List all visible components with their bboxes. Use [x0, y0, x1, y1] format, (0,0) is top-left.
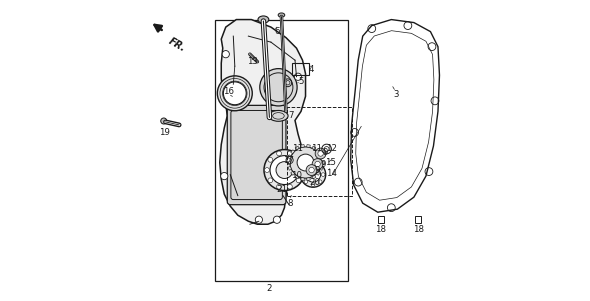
Circle shape	[224, 82, 246, 105]
Polygon shape	[295, 146, 299, 150]
Circle shape	[217, 76, 253, 111]
Circle shape	[312, 159, 323, 169]
Text: 12: 12	[326, 144, 337, 153]
Circle shape	[276, 162, 293, 178]
Circle shape	[160, 118, 167, 124]
Circle shape	[322, 173, 325, 176]
Bar	[292, 63, 309, 75]
Polygon shape	[307, 178, 310, 181]
Text: 17: 17	[283, 156, 294, 165]
Bar	[378, 216, 384, 223]
Circle shape	[309, 167, 314, 173]
Circle shape	[306, 165, 317, 175]
Circle shape	[273, 216, 281, 223]
Polygon shape	[288, 155, 291, 159]
Text: 11: 11	[293, 144, 303, 153]
Circle shape	[297, 154, 314, 171]
Circle shape	[296, 178, 301, 183]
Circle shape	[294, 172, 301, 180]
Text: 7: 7	[289, 111, 294, 120]
Ellipse shape	[269, 110, 288, 121]
Text: 8: 8	[287, 199, 293, 208]
Circle shape	[315, 161, 320, 167]
Circle shape	[260, 69, 297, 106]
Polygon shape	[288, 166, 291, 170]
Circle shape	[300, 168, 304, 172]
Circle shape	[312, 163, 315, 166]
Text: 18: 18	[375, 225, 386, 234]
Text: 11: 11	[310, 144, 322, 153]
Circle shape	[296, 157, 301, 162]
Polygon shape	[321, 161, 323, 164]
Ellipse shape	[278, 13, 285, 17]
Bar	[215, 20, 348, 281]
Text: 18: 18	[413, 225, 424, 234]
Text: 9: 9	[320, 160, 325, 169]
Text: 15: 15	[325, 158, 336, 167]
Circle shape	[304, 166, 308, 169]
Text: 9: 9	[322, 148, 328, 157]
Bar	[415, 216, 421, 223]
Ellipse shape	[258, 16, 269, 23]
Text: 3: 3	[393, 90, 399, 99]
Text: 4: 4	[309, 65, 314, 74]
Circle shape	[312, 183, 315, 187]
Text: 19: 19	[159, 128, 169, 137]
Polygon shape	[301, 144, 304, 147]
Polygon shape	[320, 155, 323, 159]
Circle shape	[304, 180, 308, 184]
Polygon shape	[307, 144, 310, 147]
Polygon shape	[291, 171, 294, 175]
Text: 5: 5	[299, 77, 304, 86]
Polygon shape	[291, 150, 294, 154]
Polygon shape	[295, 175, 299, 179]
Circle shape	[264, 168, 270, 172]
Text: 9: 9	[314, 166, 320, 175]
Text: 16: 16	[222, 87, 234, 96]
Circle shape	[300, 162, 326, 187]
Circle shape	[221, 172, 228, 180]
Circle shape	[277, 184, 281, 189]
Text: 2: 2	[267, 284, 272, 293]
Circle shape	[315, 148, 326, 159]
Circle shape	[268, 178, 273, 183]
Circle shape	[319, 166, 322, 169]
Polygon shape	[301, 178, 304, 181]
Polygon shape	[316, 150, 320, 154]
Polygon shape	[312, 146, 316, 150]
Text: FR.: FR.	[167, 36, 188, 54]
Text: 21: 21	[277, 185, 288, 194]
Polygon shape	[316, 171, 320, 175]
Text: 13: 13	[247, 57, 258, 66]
Text: 20: 20	[309, 178, 320, 187]
Polygon shape	[287, 161, 290, 164]
Polygon shape	[320, 166, 323, 170]
Circle shape	[306, 167, 320, 182]
Circle shape	[268, 157, 273, 162]
Text: 10: 10	[291, 171, 301, 180]
Bar	[287, 107, 352, 196]
Circle shape	[319, 180, 322, 184]
Circle shape	[318, 151, 323, 156]
FancyBboxPatch shape	[227, 105, 286, 205]
Polygon shape	[312, 175, 316, 179]
Circle shape	[290, 147, 321, 178]
Circle shape	[287, 184, 292, 189]
Text: 14: 14	[326, 169, 337, 178]
Circle shape	[287, 151, 292, 156]
Circle shape	[277, 151, 281, 156]
Circle shape	[294, 73, 301, 80]
Circle shape	[255, 216, 263, 223]
Polygon shape	[219, 20, 306, 224]
Circle shape	[222, 51, 230, 58]
Circle shape	[301, 173, 305, 176]
Circle shape	[264, 150, 305, 191]
Circle shape	[270, 156, 299, 185]
Text: 6: 6	[274, 27, 280, 36]
